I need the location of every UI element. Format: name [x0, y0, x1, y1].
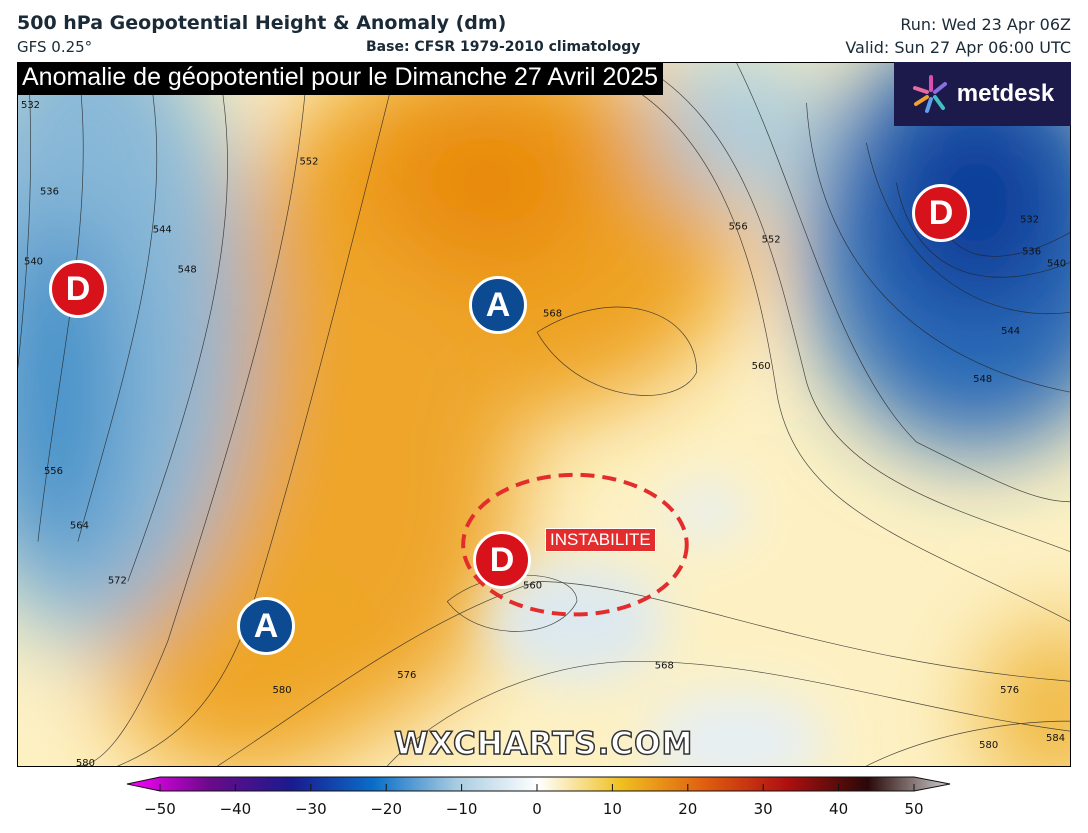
- contour-label: 536: [40, 187, 59, 198]
- contour-label: 584: [1046, 733, 1065, 744]
- contour-label: 532: [21, 100, 40, 111]
- contour-label: 544: [153, 225, 172, 236]
- contour-label: 548: [973, 374, 992, 385]
- high-pressure-marker: A: [237, 597, 295, 655]
- contour-label: 552: [299, 157, 318, 168]
- contour-label: 580: [273, 685, 292, 696]
- contour-label: 532: [1020, 215, 1039, 226]
- contour-label: 556: [44, 466, 63, 477]
- logo-text: metdesk: [956, 80, 1055, 107]
- colorbar-tick-label: 50: [904, 800, 923, 818]
- contour-label: 544: [1001, 326, 1020, 337]
- valid-time: Valid: Sun 27 Apr 06:00 UTC: [845, 38, 1071, 57]
- contour-label: 580: [76, 758, 95, 767]
- low-pressure-marker: D: [49, 260, 107, 318]
- contour-label: 576: [1000, 685, 1019, 696]
- instability-label: INSTABILITE: [545, 528, 656, 552]
- watermark: WXCHARTS.COM: [393, 725, 694, 763]
- colorbar-tick-label: −50: [144, 800, 176, 818]
- chart-title: 500 hPa Geopotential Height & Anomaly (d…: [17, 12, 507, 34]
- contour-label: 556: [729, 222, 748, 233]
- low-pressure-marker: D: [473, 531, 531, 589]
- high-pressure-marker: A: [469, 276, 527, 334]
- anomaly-map: 532 536 540 544 548 552 556 564 572 580 …: [17, 62, 1071, 767]
- colorbar: −50 −40 −30 −20 −10 0 10 20 30 40 50: [126, 776, 951, 818]
- contour-label: 560: [752, 361, 771, 372]
- low-pressure-marker: D: [912, 184, 970, 242]
- colorbar-tick-label: −10: [446, 800, 478, 818]
- colorbar-tick-label: 40: [829, 800, 848, 818]
- contour-label: 576: [397, 670, 416, 681]
- contour-label: 572: [108, 576, 127, 587]
- colorbar-tick-label: −40: [220, 800, 252, 818]
- contour-label: 540: [1047, 258, 1066, 269]
- instability-zone: [461, 472, 689, 617]
- colorbar-tick-label: 20: [678, 800, 697, 818]
- contour-label: 580: [979, 740, 998, 751]
- contour-label: 548: [178, 264, 197, 275]
- colorbar-tick-label: −30: [295, 800, 327, 818]
- contour-label: 540: [24, 256, 43, 267]
- climatology-base: Base: CFSR 1979-2010 climatology: [366, 39, 641, 55]
- metdesk-logo: metdesk: [894, 62, 1071, 126]
- contour-label: 568: [543, 308, 562, 319]
- contour-label: 564: [70, 521, 89, 532]
- contour-labels: 532 536 540 544 548 552 556 564 572 580 …: [21, 100, 1066, 767]
- run-time: Run: Wed 23 Apr 06Z: [900, 15, 1071, 34]
- colorbar-tick-label: 0: [532, 800, 542, 818]
- colorbar-tick-label: −20: [370, 800, 402, 818]
- metdesk-burst-icon: [912, 75, 947, 113]
- colorbar-tick-label: 30: [754, 800, 773, 818]
- colorbar-tick-label: 10: [603, 800, 622, 818]
- contour-label: 536: [1022, 246, 1041, 257]
- map-banner: Anomalie de géopotentiel pour le Dimanch…: [17, 62, 664, 95]
- contour-label: 568: [655, 660, 674, 671]
- contour-label: 560: [523, 581, 542, 592]
- contour-label: 552: [762, 234, 781, 245]
- model-label: GFS 0.25°: [17, 38, 93, 56]
